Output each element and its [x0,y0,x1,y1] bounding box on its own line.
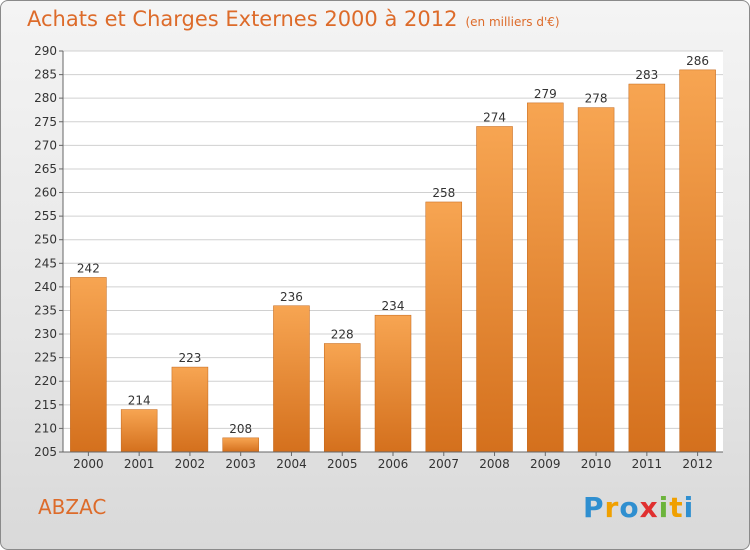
chart-title: Achats et Charges Externes 2000 à 2012 (e… [27,7,560,31]
logo-letter: t [669,491,684,524]
bar-value-label: 286 [686,54,709,68]
bar [425,201,463,453]
x-tick-label: 2008 [479,457,510,471]
bar-value-label: 208 [229,422,252,436]
bar [273,305,310,453]
x-tick-label: 2006 [378,457,409,471]
bar [679,69,716,453]
y-tick-label: 275 [34,115,57,129]
proxiti-logo[interactable]: Proxiti [583,491,694,524]
bar [527,102,564,453]
bar-value-label: 283 [635,68,658,82]
logo-letter: i [658,491,670,524]
x-tick-label: 2011 [632,457,663,471]
bar-value-label: 228 [331,327,354,341]
bar [476,126,513,453]
bar-value-label: 242 [77,261,100,275]
y-tick-label: 240 [34,280,57,294]
y-tick-label: 220 [34,374,57,388]
bar [374,314,412,453]
y-tick-label: 290 [34,44,57,58]
logo-letter: r [604,491,620,524]
x-tick-label: 2003 [225,457,256,471]
bar-value-label: 279 [534,87,557,101]
logo-letter: P [583,491,605,524]
bar-value-label: 274 [483,110,506,124]
y-tick-label: 270 [34,138,57,152]
bar-value-label: 236 [280,290,303,304]
bar-value-label: 278 [585,92,608,106]
unit-label: (en milliers d'€) [465,15,560,29]
x-tick-label: 2002 [175,457,206,471]
bar [171,366,209,453]
y-tick-label: 205 [34,445,57,459]
logo-letter: i [683,491,695,524]
bar [628,83,666,453]
town-name: ABZAC [38,495,107,519]
y-tick-label: 215 [34,398,57,412]
y-tick-label: 265 [34,162,57,176]
x-tick-label: 2009 [530,457,561,471]
x-axis: 2000 2001 2002 2003 2004 2005 2006 2007 2008 2009… [63,451,723,471]
logo-letter: x [639,491,659,524]
bar [577,107,615,453]
y-tick-label: 255 [34,209,57,223]
bar [120,409,158,453]
y-tick-label: 245 [34,256,57,270]
x-tick-label: 2004 [276,457,307,471]
y-axis: 205 210 215 220 225 230 235 240 245 250 255 260 265 2… [34,44,64,459]
bar-value-label: 214 [128,394,151,408]
y-tick-label: 250 [34,233,57,247]
x-tick-label: 2000 [73,457,104,471]
y-tick-label: 280 [34,91,57,105]
bar-value-label: 258 [432,186,455,200]
bar [70,277,107,453]
y-tick-label: 260 [34,186,57,200]
y-tick-label: 285 [34,68,57,82]
y-tick-label: 225 [34,351,57,365]
x-tick-label: 2001 [124,457,155,471]
x-tick-label: 2012 [682,457,713,471]
bar-value-label: 223 [178,351,201,365]
logo-letter: o [619,491,640,524]
y-tick-label: 210 [34,421,57,435]
x-tick-label: 2005 [327,457,358,471]
title-text: Achats et Charges Externes 2000 à 2012 [27,7,458,31]
bars: 242 214 223 208 236 228 234 258 274 279 278 283 286 [70,54,716,453]
x-tick-label: 2007 [428,457,459,471]
x-tick-label: 2010 [581,457,612,471]
bar [222,437,259,453]
y-tick-label: 235 [34,303,57,317]
y-tick-label: 230 [34,327,57,341]
bar-value-label: 234 [382,299,405,313]
bar [323,343,361,453]
